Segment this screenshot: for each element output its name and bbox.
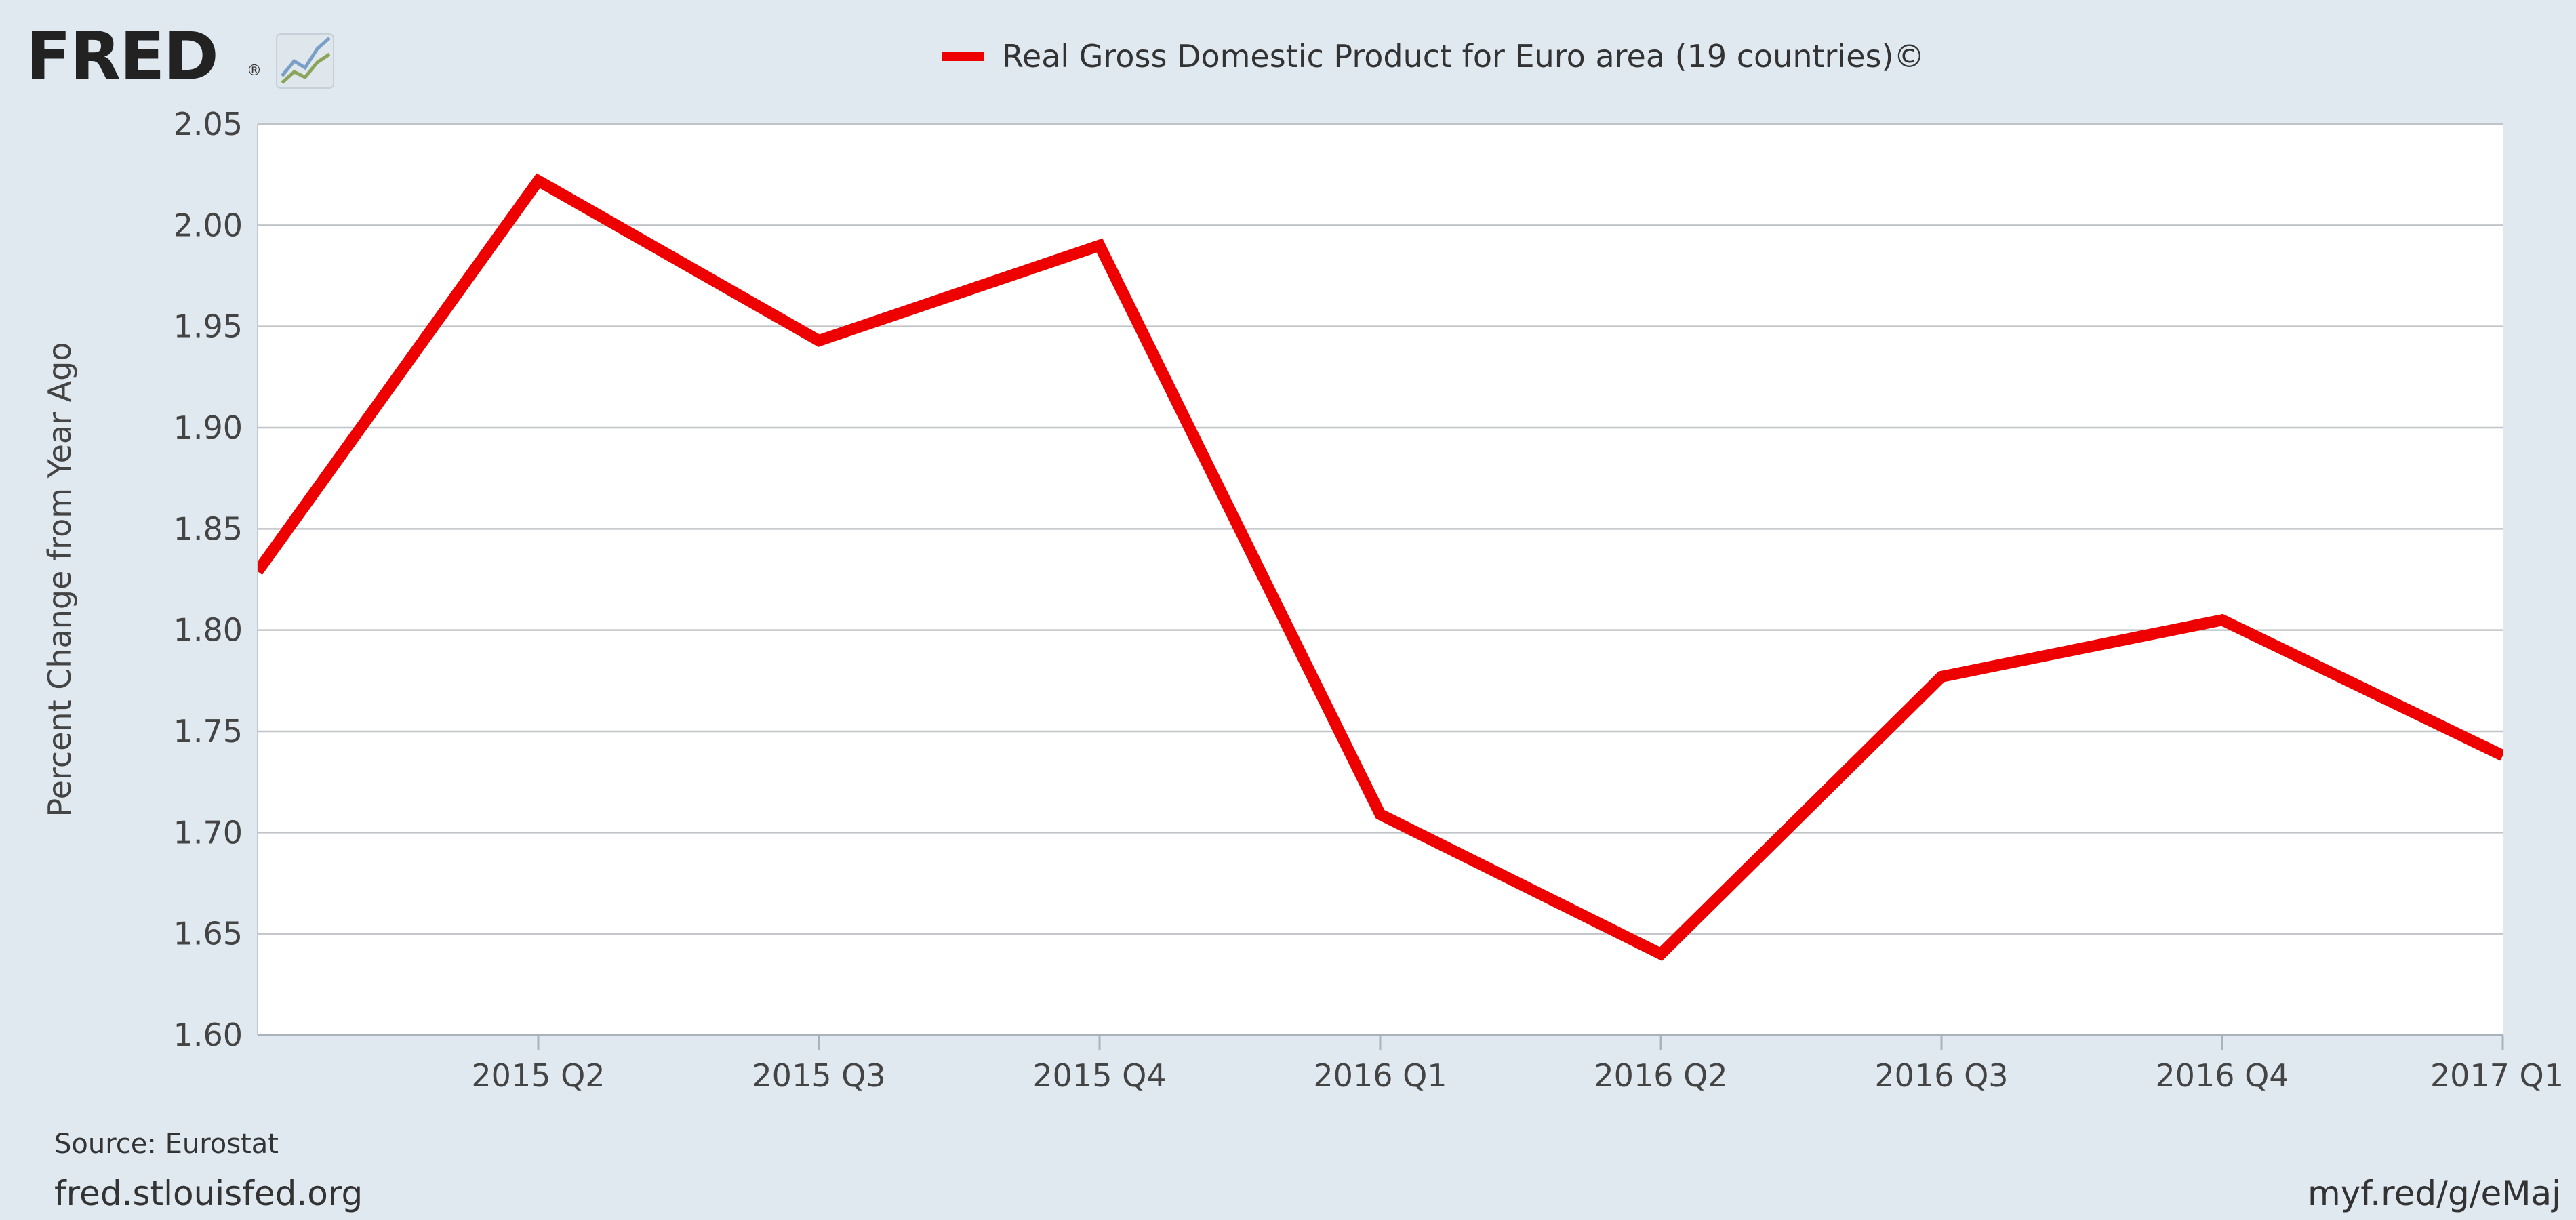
y-tick-label: 1.70 xyxy=(174,814,243,851)
x-tick-label: 2016 Q4 xyxy=(2155,1057,2289,1094)
x-tick-label: 2017 Q1 xyxy=(2430,1057,2564,1094)
plot-area xyxy=(258,124,2503,1035)
y-tick-label: 1.65 xyxy=(174,916,243,952)
y-tick-label: 1.75 xyxy=(174,713,243,750)
data-point[interactable] xyxy=(1374,808,1386,820)
logo-registered-mark: ® xyxy=(247,62,262,79)
site-link[interactable]: fred.stlouisfed.org xyxy=(54,1174,363,1213)
y-axis-title: Percent Change from Year Ago xyxy=(41,342,78,817)
y-tick-label: 1.60 xyxy=(174,1017,243,1053)
series-line[interactable] xyxy=(258,173,2503,961)
series-layer xyxy=(251,173,2509,961)
data-point[interactable] xyxy=(2216,614,2228,626)
data-point[interactable] xyxy=(1655,948,1667,960)
logo-graph-icon xyxy=(276,33,334,89)
y-tick-label: 1.80 xyxy=(174,612,243,649)
data-point[interactable] xyxy=(1935,670,1948,683)
legend-swatch xyxy=(942,52,984,61)
data-point[interactable] xyxy=(813,335,825,347)
x-tick-label: 2015 Q2 xyxy=(471,1057,605,1094)
short-link[interactable]: myf.red/g/eMaj xyxy=(2308,1174,2561,1213)
data-point[interactable] xyxy=(2497,750,2509,762)
y-tick-label: 1.85 xyxy=(174,510,243,547)
gridlines xyxy=(257,123,2503,1036)
y-axis-ticks: 1.60 1.65 1.70 1.75 1.80 1.85 1.90 1.95 2.00 2.05 xyxy=(174,106,243,1053)
legend-label: Real Gross Domestic Product for Euro are… xyxy=(1002,38,1925,75)
data-point[interactable] xyxy=(532,175,544,187)
x-axis-ticks: 2015 Q2 2015 Q3 2015 Q4 2016 Q1 2016 Q2 2016 … xyxy=(471,1035,2564,1094)
x-tick-label: 2015 Q4 xyxy=(1032,1057,1166,1094)
y-tick-label: 2.00 xyxy=(174,207,243,243)
x-tick-label: 2016 Q3 xyxy=(1874,1057,2008,1094)
x-tick-label: 2015 Q3 xyxy=(752,1057,885,1094)
data-point[interactable] xyxy=(251,565,264,577)
x-tick-label: 2016 Q2 xyxy=(1594,1057,1727,1094)
y-tick-label: 2.05 xyxy=(174,106,243,142)
logo-text: FRED xyxy=(26,18,219,96)
y-tick-label: 1.90 xyxy=(174,409,243,446)
chart-legend[interactable]: Real Gross Domestic Product for Euro are… xyxy=(942,33,1925,80)
x-tick-label: 2016 Q1 xyxy=(1313,1057,1447,1094)
data-point[interactable] xyxy=(1093,239,1106,251)
y-tick-label: 1.95 xyxy=(174,308,243,345)
source-note: Source: Eurostat xyxy=(54,1128,279,1160)
